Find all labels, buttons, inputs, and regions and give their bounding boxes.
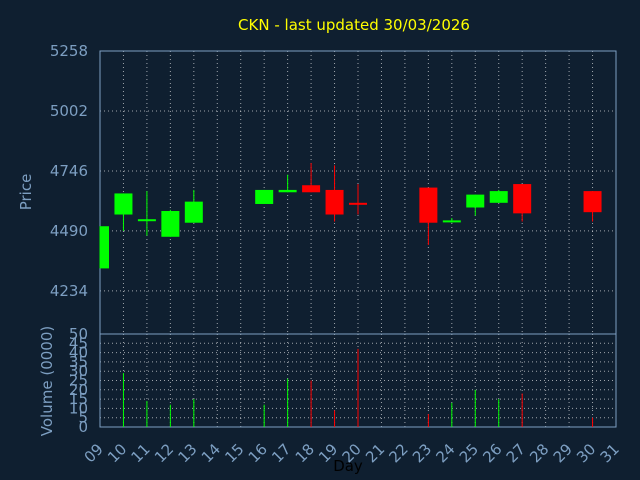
candle-body: [442, 220, 461, 223]
volume-tick-label: 5: [78, 409, 88, 427]
volume-tick-label: 40: [69, 344, 88, 362]
volume-tick-label: 45: [69, 334, 88, 352]
candles: [99, 162, 602, 269]
candle-body: [419, 187, 438, 223]
volume-tick-label: 10: [69, 399, 88, 417]
volume-tick-label: 15: [69, 390, 88, 408]
chart-title: CKN - last updated 30/03/2026: [238, 16, 470, 34]
candle-body: [302, 185, 321, 193]
price-axis-label: Price: [17, 174, 35, 211]
candle-body: [255, 189, 274, 204]
price-tick-label: 4490: [50, 222, 88, 240]
volume-bars: [122, 348, 594, 427]
candle-body: [278, 189, 297, 193]
price-tick-label: 5258: [50, 42, 88, 60]
candle-body: [583, 191, 602, 213]
candle-body: [349, 202, 367, 205]
x-axis-label: Day: [333, 457, 363, 475]
candle-body: [184, 201, 203, 223]
candle-body: [325, 189, 344, 215]
price-tick-label: 4234: [50, 282, 88, 300]
candle-body: [114, 193, 133, 215]
volume-tick-label: 20: [69, 381, 88, 399]
candle-body: [161, 211, 180, 237]
candle-body: [137, 219, 156, 222]
volume-tick-label: 0: [78, 418, 88, 436]
price-y-ticks: 5258 5002 4746 4490 4234: [50, 42, 88, 300]
volume-tick-label: 35: [69, 353, 88, 371]
candle-body: [100, 226, 109, 269]
candle-body: [466, 194, 485, 208]
volume-tick-label: 50: [69, 325, 88, 343]
price-tick-label: 4746: [50, 162, 88, 180]
candle-body: [513, 184, 532, 214]
volume-tick-label: 30: [69, 362, 88, 380]
volume-tick-label: 25: [69, 372, 88, 390]
candle-body: [489, 191, 508, 203]
volume-axis-label: Volume (0000): [38, 326, 56, 436]
price-tick-label: 5002: [50, 102, 88, 120]
